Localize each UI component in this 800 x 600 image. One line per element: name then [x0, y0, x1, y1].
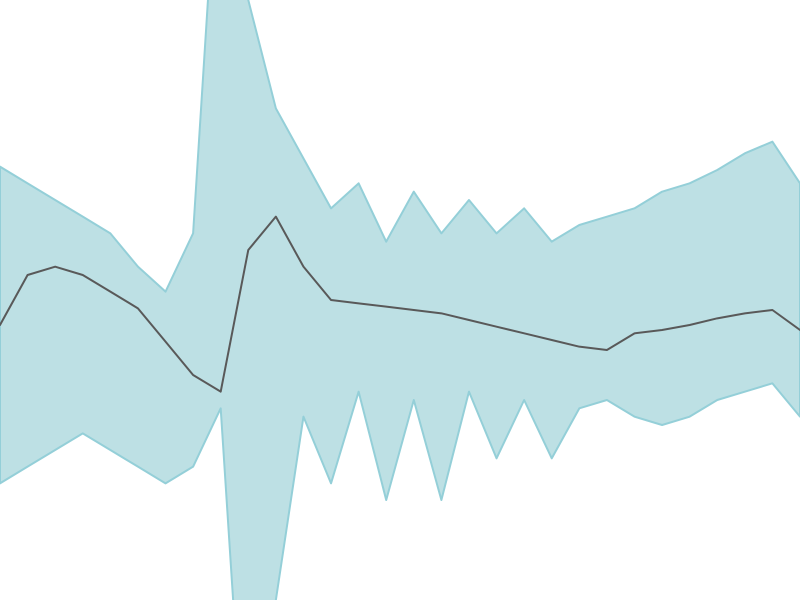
- confidence-band-chart: [0, 0, 800, 600]
- chart-svg: [0, 0, 800, 600]
